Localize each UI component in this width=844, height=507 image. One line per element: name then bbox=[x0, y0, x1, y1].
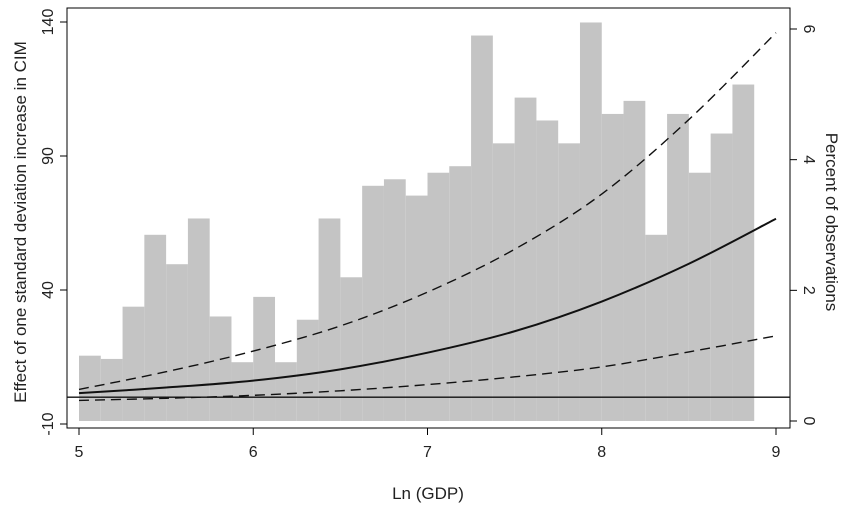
y-right-tick-label: 4 bbox=[800, 155, 817, 164]
histogram-bar-24 bbox=[579, 22, 602, 421]
x-tick-label: 5 bbox=[75, 444, 84, 461]
histogram-bar-30 bbox=[710, 133, 733, 421]
histogram-bar-2 bbox=[100, 358, 123, 421]
y-right-tick-label: 6 bbox=[800, 25, 817, 34]
y-right-tick-label: 2 bbox=[800, 286, 817, 295]
y-left-tick-label: -10 bbox=[40, 412, 57, 435]
series-line-solid bbox=[78, 217, 777, 395]
histogram-bar-29 bbox=[688, 172, 711, 421]
histogram-bar-16 bbox=[405, 195, 428, 421]
histogram-bar-17 bbox=[427, 172, 450, 421]
y-right-tick-label: 0 bbox=[800, 417, 817, 426]
histogram-bar-3 bbox=[122, 306, 145, 421]
series-lines bbox=[78, 32, 777, 402]
histogram-bar-4 bbox=[144, 234, 167, 421]
y-left-tick-label: 90 bbox=[40, 147, 57, 165]
x-tick-label: 9 bbox=[772, 444, 781, 461]
histogram-bar-26 bbox=[623, 100, 646, 422]
histogram-bar-28 bbox=[667, 113, 689, 422]
histogram-bar-15 bbox=[383, 179, 406, 421]
y-axis-right-title: Percent of observations bbox=[822, 133, 841, 312]
x-tick-label: 6 bbox=[249, 444, 258, 461]
histogram-bar-9 bbox=[253, 296, 276, 421]
x-axis-title: Ln (GDP) bbox=[392, 484, 464, 503]
histogram-bar-22 bbox=[536, 120, 559, 421]
histogram-bar-18 bbox=[449, 166, 472, 421]
x-tick-label: 8 bbox=[597, 444, 606, 461]
series-line-dashed-2 bbox=[78, 32, 777, 391]
histogram-bar-6 bbox=[187, 218, 210, 421]
histogram-bar-8 bbox=[231, 362, 254, 421]
histogram-bar-27 bbox=[645, 234, 668, 421]
y-left-tick-label: 140 bbox=[40, 9, 57, 36]
histogram-bar-10 bbox=[275, 362, 297, 421]
histogram-bar-19 bbox=[471, 35, 493, 421]
histogram-bar-25 bbox=[601, 113, 624, 422]
axes: 5 6 7 8 9 -10 40 90 140 0 2 4 6 bbox=[40, 9, 817, 461]
y-left-tick-label: 40 bbox=[40, 281, 57, 299]
series-line-dashed-1 bbox=[78, 335, 777, 402]
histogram-bar-5 bbox=[166, 264, 188, 421]
y-axis-left-title: Effect of one standard deviation increas… bbox=[11, 41, 30, 403]
x-tick-label: 7 bbox=[423, 444, 432, 461]
histogram-bar-1 bbox=[79, 355, 101, 421]
histogram-bar-23 bbox=[558, 143, 580, 421]
histogram-bar-14 bbox=[362, 185, 384, 421]
histogram-bar-7 bbox=[209, 316, 232, 421]
histogram-bar-20 bbox=[492, 143, 515, 421]
histogram-bar-21 bbox=[514, 97, 537, 421]
histogram-bar-13 bbox=[340, 277, 363, 421]
histogram-bar-11 bbox=[296, 319, 319, 421]
histogram-bar-31 bbox=[732, 84, 755, 421]
